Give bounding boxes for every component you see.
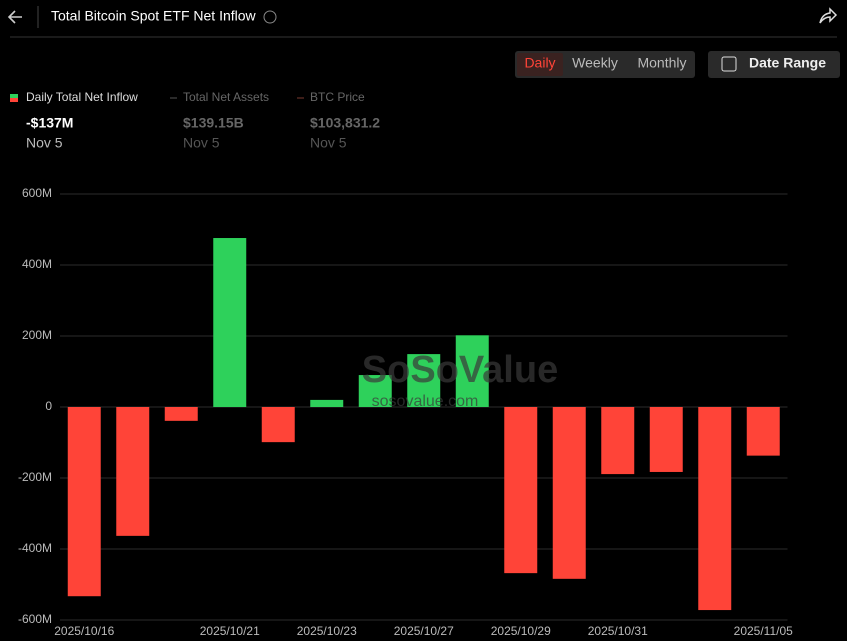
x-tick-label: 2025/10/29 [491, 624, 551, 638]
legend-label[interactable]: Daily Total Net Inflow [26, 90, 138, 104]
legend-swatch [10, 98, 18, 102]
y-tick-label: -400M [18, 541, 52, 555]
legend-label[interactable]: BTC Price [310, 90, 365, 104]
y-tick-label: -200M [18, 470, 52, 484]
tab[interactable]: Daily [524, 55, 555, 71]
y-tick-label: -600M [18, 612, 52, 626]
bar [213, 238, 247, 407]
bar [649, 407, 683, 472]
summary-value: $103,831.2 [310, 115, 380, 131]
y-tick-label: 400M [22, 257, 52, 271]
summary-date: Nov 5 [183, 135, 220, 151]
legend-swatch [10, 94, 18, 98]
x-tick-label: 2025/10/21 [200, 624, 260, 638]
share-button[interactable] [819, 7, 838, 24]
bar [601, 407, 635, 475]
summary-date: Nov 5 [310, 135, 347, 151]
calendar-icon [721, 56, 737, 72]
bar [504, 407, 538, 574]
y-tick-label: 600M [22, 186, 52, 200]
bar [116, 407, 150, 536]
back-button[interactable] [7, 10, 22, 24]
bar [552, 407, 586, 579]
bar [698, 407, 732, 611]
date-range-button[interactable] [708, 51, 840, 78]
bar [358, 375, 392, 407]
x-tick-label: 2025/10/27 [394, 624, 454, 638]
watermark: sosovalue.com [372, 393, 479, 410]
tab[interactable]: Monthly [637, 55, 686, 71]
bar [164, 407, 198, 421]
bar [261, 407, 295, 443]
x-tick-label: 2025/11/05 [734, 624, 793, 638]
x-tick-label: 2025/10/16 [54, 624, 114, 638]
plot: -600M -400M -200M 0 200M 400M 600M 2025/10/16 20… [18, 186, 793, 638]
x-tick-label: 2025/10/23 [297, 624, 357, 638]
x-tick-label: 2025/10/31 [588, 624, 648, 638]
summary-date: Nov 5 [26, 135, 63, 151]
y-tick-label: 0 [45, 399, 52, 413]
bar [746, 407, 780, 456]
summary-value: -$137M [26, 115, 73, 131]
y-tick-label: 200M [22, 328, 52, 342]
page-title: Total Bitcoin Spot ETF Net Inflow [51, 8, 257, 24]
bar [310, 399, 344, 407]
watermark: SoSoValue [362, 349, 558, 391]
legend-label[interactable]: Total Net Assets [183, 90, 269, 104]
summary-value: $139.15B [183, 115, 244, 131]
tab-active-bg [517, 53, 563, 76]
tab[interactable]: Weekly [572, 55, 618, 71]
bar [455, 335, 489, 407]
bar [407, 354, 441, 407]
date-range-label[interactable]: Date Range [749, 55, 826, 71]
bar [67, 407, 101, 597]
info-icon[interactable] [263, 10, 277, 24]
